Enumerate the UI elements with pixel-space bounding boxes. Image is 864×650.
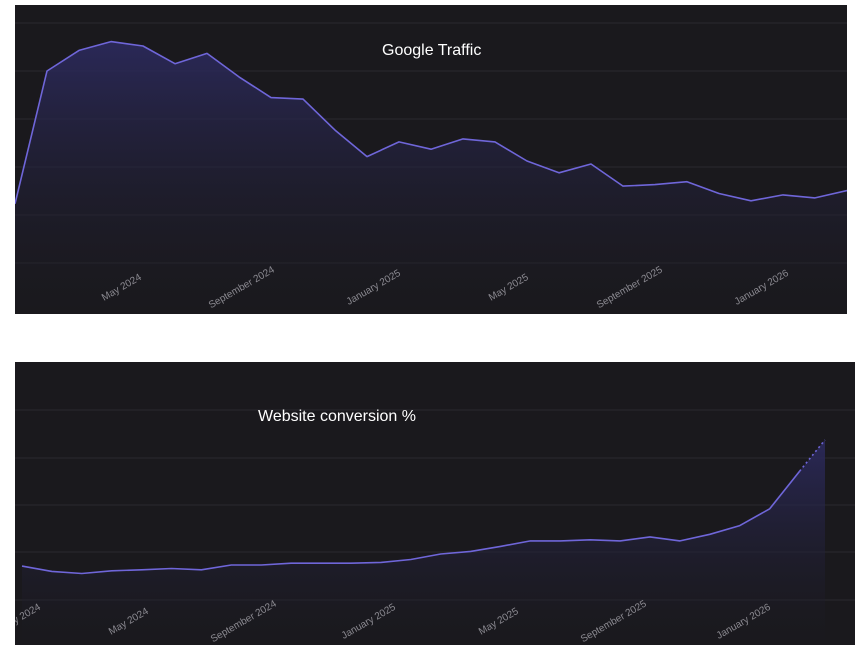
traffic-chart-panel: May 2024 September 2024 January 2025 May 20… [15, 5, 847, 314]
conversion-chart-svg: January 2024 May 2024 September 2024 Januar… [15, 409, 855, 645]
traffic-series-area [15, 41, 847, 314]
conversion-chart-panel: January 2024 May 2024 September 2024 Januar… [15, 362, 855, 645]
traffic-chart-title: Google Traffic [382, 42, 482, 59]
conversion-chart-title: Website conversion % [258, 408, 416, 425]
conversion-series-area [22, 439, 825, 645]
conversion-projected-line [798, 439, 826, 472]
traffic-chart-svg: May 2024 September 2024 January 2025 May 20… [15, 22, 847, 314]
